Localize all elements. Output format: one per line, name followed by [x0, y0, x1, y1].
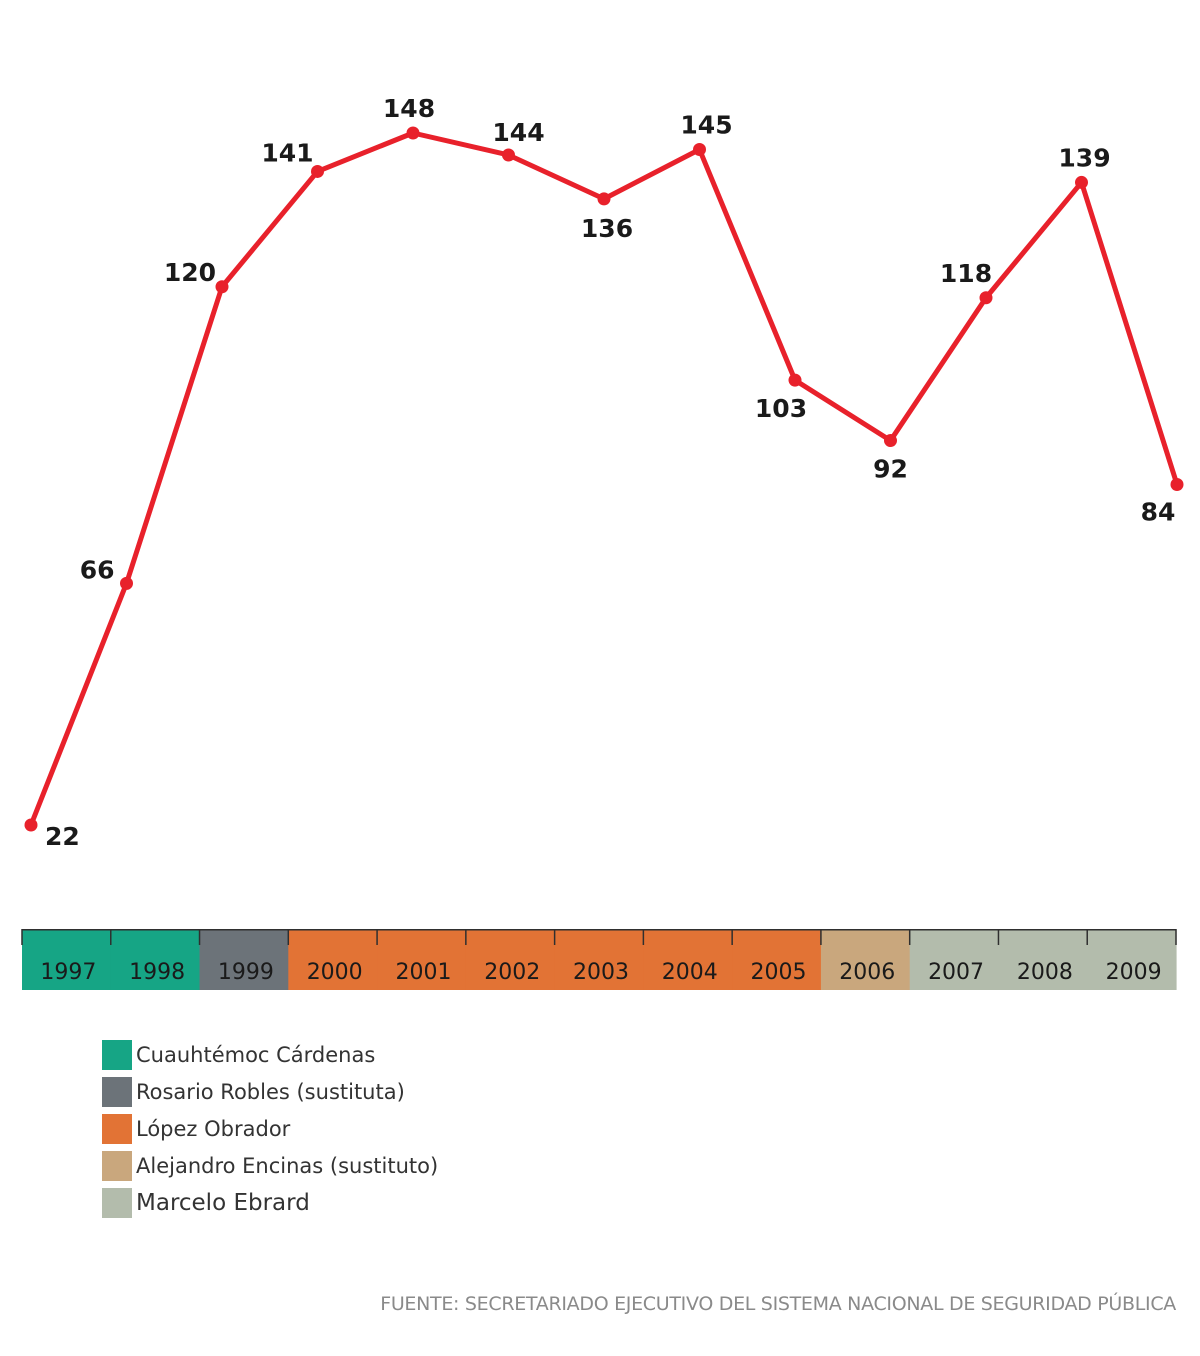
- data-labels-group: 22 66 120 141 148 144 136 145 103 92 118 139 84: [45, 94, 1175, 851]
- data-point-2000: [311, 164, 324, 178]
- legend-item: Alejandro Encinas (sustituto): [102, 1147, 438, 1184]
- data-point-2005: [788, 373, 802, 387]
- timeline-segment-2002: [465, 929, 556, 990]
- data-label-2006: 92: [873, 455, 908, 484]
- timeline-segment-2006: [820, 929, 911, 990]
- year-label-2003: 2003: [573, 960, 629, 985]
- timeline-segment-2008: [998, 929, 1088, 990]
- timeline-segment-2005: [732, 929, 822, 990]
- data-point-2008: [1075, 175, 1088, 189]
- year-label-1998: 1998: [129, 960, 185, 985]
- data-label-1999: 120: [164, 258, 216, 287]
- timeline-segment-2000: [288, 929, 378, 990]
- legend-swatch: [102, 1076, 132, 1107]
- data-label-1998: 66: [80, 555, 115, 584]
- timeline-segment-1999: [199, 929, 289, 990]
- legend-item: Marcelo Ebrard: [102, 1184, 438, 1221]
- timeline-segment-2004: [643, 929, 733, 990]
- data-label-2008: 139: [1058, 143, 1110, 172]
- year-label-2001: 2001: [395, 960, 451, 985]
- data-label-2002: 144: [492, 118, 544, 147]
- timeline-segment-2003: [554, 929, 644, 990]
- data-point-2004: [693, 142, 706, 156]
- legend-item: Cuauhtémoc Cárdenas: [102, 1036, 438, 1073]
- legend-item: López Obrador: [102, 1110, 438, 1147]
- legend-label: Marcelo Ebrard: [136, 1189, 310, 1216]
- data-point-2009: [1170, 477, 1184, 491]
- timeline-bar: 1997 1998 1999 2000 2001 2002 2003 2004 2005 2006…: [21, 929, 1177, 990]
- data-point-2003: [597, 192, 611, 206]
- data-point-2006: [884, 434, 897, 448]
- year-label-2009: 2009: [1106, 960, 1162, 985]
- data-label-2009: 84: [1141, 497, 1176, 526]
- legend-item: Rosario Robles (sustituta): [102, 1073, 438, 1110]
- data-label-2000: 141: [261, 138, 313, 167]
- year-label-2007: 2007: [928, 960, 984, 985]
- data-label-2004: 145: [680, 110, 732, 139]
- year-label-2006: 2006: [839, 960, 895, 985]
- data-point-2007: [979, 291, 993, 305]
- year-label-1999: 1999: [218, 960, 274, 985]
- source-note: FUENTE: SECRETARIADO EJECUTIVO DEL SISTE…: [380, 1293, 1176, 1315]
- year-label-2004: 2004: [662, 960, 718, 985]
- legend-swatch: [102, 1187, 132, 1218]
- legend-label: Alejandro Encinas (sustituto): [136, 1153, 439, 1178]
- timeline-segment-1997: [22, 929, 112, 990]
- legend-swatch: [102, 1113, 132, 1144]
- legend-label: Cuauhtémoc Cárdenas: [136, 1042, 376, 1067]
- data-point-1997: [24, 818, 38, 832]
- legend-swatch: [102, 1039, 132, 1070]
- legend-label: Rosario Robles (sustituta): [136, 1079, 405, 1104]
- year-label-2008: 2008: [1017, 960, 1073, 985]
- data-label-2007: 118: [940, 259, 992, 288]
- legend-swatch: [102, 1150, 132, 1181]
- legend-label: López Obrador: [136, 1116, 291, 1141]
- data-label-2003: 136: [581, 214, 633, 243]
- year-label-2002: 2002: [484, 960, 540, 985]
- timeline-segment-2007: [909, 929, 1000, 990]
- timeline-segment-1998: [110, 929, 201, 990]
- data-point-1999: [215, 280, 229, 294]
- year-label-2000: 2000: [307, 960, 363, 985]
- timeline-segment-2001: [377, 929, 467, 990]
- timeline-segment-2009: [1087, 929, 1177, 990]
- year-label-1997: 1997: [40, 960, 96, 985]
- data-label-1997: 22: [45, 822, 80, 851]
- data-point-2002: [502, 148, 515, 162]
- legend: Cuauhtémoc Cárdenas Rosario Robles (susti…: [102, 1036, 438, 1221]
- data-point-1998: [120, 576, 133, 590]
- data-point-2001: [406, 126, 420, 140]
- year-label-2005: 2005: [751, 960, 807, 985]
- data-label-2005: 103: [755, 394, 807, 423]
- series-line-group: [24, 126, 1184, 832]
- data-label-2001: 148: [383, 94, 435, 123]
